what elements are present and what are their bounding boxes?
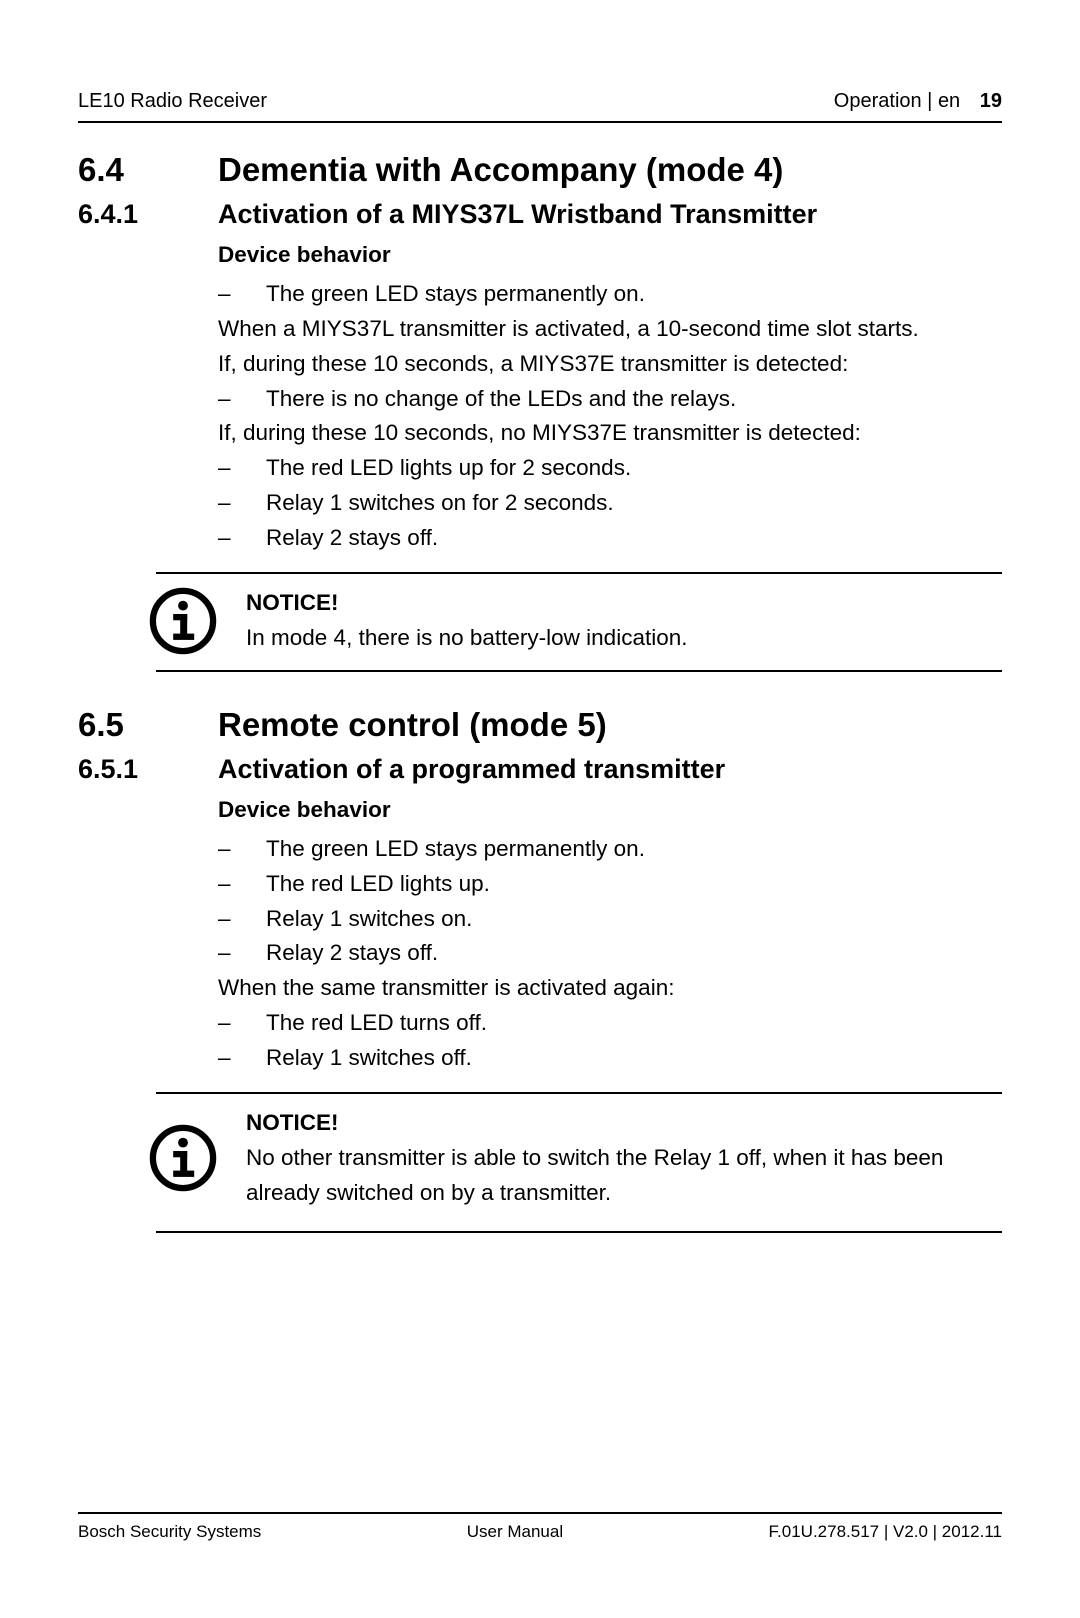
notice-content: NOTICE! No other transmitter is able to … (246, 1106, 1002, 1211)
section-number: 6.5 (78, 706, 218, 744)
paragraph: If, during these 10 seconds, a MIYS37E t… (218, 347, 1002, 382)
list-item: – Relay 1 switches off. (218, 1041, 1002, 1076)
section-title: Remote control (mode 5) (218, 706, 1002, 744)
page-footer: Bosch Security Systems User Manual F.01U… (78, 1512, 1002, 1542)
bullet-text: Relay 2 stays off. (266, 936, 1002, 971)
bullet-text: There is no change of the LEDs and the r… (266, 382, 1002, 417)
bullet-text: Relay 1 switches on. (266, 902, 1002, 937)
list-item: – The red LED turns off. (218, 1006, 1002, 1041)
bullet-marker: – (218, 486, 266, 521)
footer-company: Bosch Security Systems (78, 1522, 261, 1542)
list-item: – Relay 2 stays off. (218, 521, 1002, 556)
section-title: Dementia with Accompany (mode 4) (218, 151, 1002, 189)
bullet-marker: – (218, 1041, 266, 1076)
section-6-4-1-content: Device behavior – The green LED stays pe… (218, 238, 1002, 556)
notice-box: NOTICE! No other transmitter is able to … (156, 1092, 1002, 1233)
bullet-marker: – (218, 936, 266, 971)
bullet-text: The green LED stays permanently on. (266, 832, 1002, 867)
section-number: 6.4 (78, 151, 218, 189)
list-item: – There is no change of the LEDs and the… (218, 382, 1002, 417)
subsection-number: 6.4.1 (78, 199, 218, 230)
footer-doctype: User Manual (467, 1522, 563, 1542)
list-item: – The green LED stays permanently on. (218, 277, 1002, 312)
paragraph: If, during these 10 seconds, no MIYS37E … (218, 416, 1002, 451)
bullet-marker: – (218, 867, 266, 902)
notice-text: In mode 4, there is no battery-low indic… (246, 621, 688, 656)
list-item: – Relay 1 switches on for 2 seconds. (218, 486, 1002, 521)
info-icon (148, 586, 218, 656)
notice-label: NOTICE! (246, 586, 688, 621)
paragraph: When the same transmitter is activated a… (218, 971, 1002, 1006)
subsection-number: 6.5.1 (78, 754, 218, 785)
list-item: – The red LED lights up. (218, 867, 1002, 902)
bullet-marker: – (218, 382, 266, 417)
notice-content: NOTICE! In mode 4, there is no battery-l… (246, 586, 688, 656)
bullet-marker: – (218, 451, 266, 486)
paragraph: When a MIYS37L transmitter is activated,… (218, 312, 1002, 347)
list-item: – The red LED lights up for 2 seconds. (218, 451, 1002, 486)
bullet-marker: – (218, 1006, 266, 1041)
device-behavior-heading: Device behavior (218, 238, 1002, 273)
bullet-marker: – (218, 832, 266, 867)
section-6-5-1-heading: 6.5.1 Activation of a programmed transmi… (78, 754, 1002, 785)
bullet-marker: – (218, 902, 266, 937)
header-page-number: 19 (980, 90, 1002, 112)
bullet-text: Relay 1 switches on for 2 seconds. (266, 486, 1002, 521)
bullet-text: The red LED lights up. (266, 867, 1002, 902)
section-6-4-heading: 6.4 Dementia with Accompany (mode 4) (78, 151, 1002, 189)
section-6-5-1-content: Device behavior – The green LED stays pe… (218, 793, 1002, 1076)
header-product: LE10 Radio Receiver (78, 90, 267, 113)
info-icon (148, 1123, 218, 1193)
notice-box: NOTICE! In mode 4, there is no battery-l… (156, 572, 1002, 672)
bullet-text: The red LED lights up for 2 seconds. (266, 451, 1002, 486)
bullet-text: The red LED turns off. (266, 1006, 1002, 1041)
section-6-5-heading: 6.5 Remote control (mode 5) (78, 706, 1002, 744)
notice-label: NOTICE! (246, 1106, 1002, 1141)
header-section-text: Operation | en (834, 90, 960, 112)
header-section: Operation | en 19 (834, 90, 1002, 113)
section-6-4-1-heading: 6.4.1 Activation of a MIYS37L Wristband … (78, 199, 1002, 230)
list-item: – The green LED stays permanently on. (218, 832, 1002, 867)
subsection-title: Activation of a programmed transmitter (218, 754, 1002, 785)
bullet-marker: – (218, 277, 266, 312)
list-item: – Relay 2 stays off. (218, 936, 1002, 971)
page-header: LE10 Radio Receiver Operation | en 19 (78, 90, 1002, 123)
device-behavior-heading: Device behavior (218, 793, 1002, 828)
subsection-title: Activation of a MIYS37L Wristband Transm… (218, 199, 1002, 230)
bullet-text: Relay 2 stays off. (266, 521, 1002, 556)
bullet-text: The green LED stays permanently on. (266, 277, 1002, 312)
notice-text: No other transmitter is able to switch t… (246, 1141, 1002, 1211)
bullet-marker: – (218, 521, 266, 556)
bullet-text: Relay 1 switches off. (266, 1041, 1002, 1076)
list-item: – Relay 1 switches on. (218, 902, 1002, 937)
footer-version: F.01U.278.517 | V2.0 | 2012.11 (769, 1522, 1002, 1542)
page-container: LE10 Radio Receiver Operation | en 19 6.… (0, 0, 1080, 1618)
